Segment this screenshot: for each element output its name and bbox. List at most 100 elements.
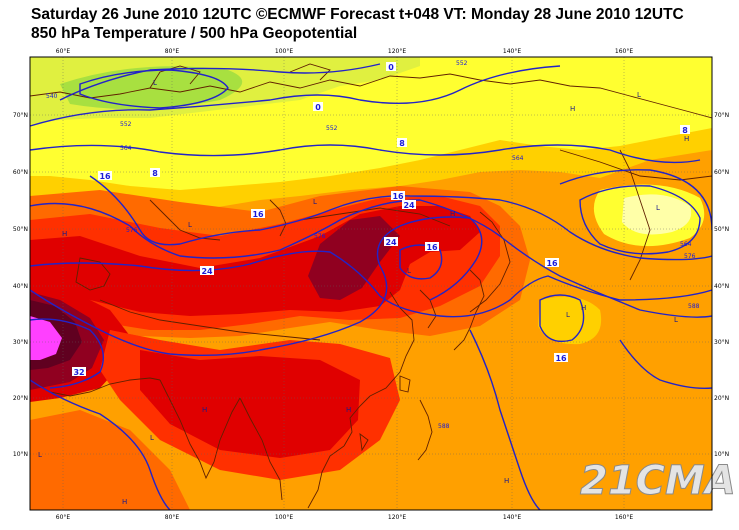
lat-tick-right: 70°N xyxy=(714,112,729,119)
high-center: H xyxy=(62,230,67,238)
temp-label: 0 xyxy=(388,63,394,72)
taiwan xyxy=(399,375,411,393)
temp-label: 24 xyxy=(385,238,397,247)
temp-label: 16 xyxy=(392,192,404,201)
temp-label: 32 xyxy=(73,368,84,377)
geo-label: 552 xyxy=(326,125,338,132)
lon-tick-top: 160°E xyxy=(615,48,633,55)
low-center: L xyxy=(150,434,154,442)
temp-band-red-south xyxy=(140,350,360,458)
temp-contour-16 xyxy=(30,199,712,318)
lon-tick-bottom: 120°E xyxy=(388,514,406,521)
lon-tick-bottom: 60°E xyxy=(56,514,71,521)
low-center: L xyxy=(566,311,570,319)
temp-label: 24 xyxy=(403,201,415,210)
longitude-ticks: 60°E 80°E 100°E 120°E 140°E 160°E 60°E 8… xyxy=(56,48,634,521)
geo-contour-arctic-low xyxy=(79,69,229,109)
geo-label: 576 xyxy=(684,253,696,260)
geo-contour-552-east-low xyxy=(579,185,701,255)
temp-contour-labels: 0 0 8 8 8 16 16 16 16 16 16 24 24 24 32 xyxy=(72,62,690,377)
lat-tick-left: 20°N xyxy=(13,395,28,402)
title-line-1: Saturday 26 June 2010 12UTC ©ECMWF Forec… xyxy=(31,6,684,23)
high-center: H xyxy=(450,210,455,218)
temp-contour-32 xyxy=(30,318,104,389)
coastlines xyxy=(30,63,712,509)
lat-tick-left: 60°N xyxy=(13,169,28,176)
temp-patch-gold-pacific xyxy=(538,296,602,345)
high-center: H xyxy=(570,105,575,113)
geo-contour-540 xyxy=(59,63,381,101)
high-center: H xyxy=(504,477,509,485)
geo-label: 588 xyxy=(688,303,700,310)
temp-warm-core-tibet xyxy=(308,216,400,300)
lat-tick-left: 40°N xyxy=(13,283,28,290)
temp-contour-24-pacific xyxy=(539,294,585,343)
lat-tick-left: 50°N xyxy=(13,226,28,233)
temp-band-orange-pacific xyxy=(420,336,712,510)
indochina-coast xyxy=(343,395,371,447)
temp-contour-16-pacific xyxy=(469,329,541,510)
lon-tick-bottom: 160°E xyxy=(615,514,633,521)
bay-of-bengal-east xyxy=(239,397,283,501)
low-center: L xyxy=(153,79,157,87)
title-line-2: 850 hPa Temperature / 500 hPa Geopotenti… xyxy=(31,25,358,42)
temp-contour-16-korea xyxy=(399,244,443,280)
temp-hot-core-magenta xyxy=(30,316,62,360)
geo-label: 576 xyxy=(126,227,138,234)
hainan xyxy=(359,433,369,452)
kamchatka xyxy=(619,149,651,281)
lat-tick-left: 10°N xyxy=(13,451,28,458)
high-center: H xyxy=(581,304,586,312)
geo-contour-564 xyxy=(30,144,701,164)
graticule xyxy=(30,57,712,510)
geo-label: 552 xyxy=(456,60,468,67)
map-frame xyxy=(29,56,713,511)
temp-label: 16 xyxy=(252,210,264,219)
lon-tick-top: 80°E xyxy=(165,48,180,55)
chart-header: Saturday 26 June 2010 12UTC ©ECMWF Forec… xyxy=(31,5,731,43)
geo-contour-576 xyxy=(89,175,712,261)
sakhalin-primorye xyxy=(469,211,511,313)
temp-contour-24-south xyxy=(30,379,171,510)
temp-label: 24 xyxy=(201,267,213,276)
philippines xyxy=(417,399,433,461)
lon-tick-bottom: 100°E xyxy=(275,514,293,521)
geo-contour-552 xyxy=(30,65,561,127)
korea-peninsula xyxy=(419,289,437,329)
malay-peninsula xyxy=(307,445,345,509)
india-coast xyxy=(159,379,241,480)
geo-contour-588 xyxy=(30,250,712,318)
low-center: L xyxy=(313,198,317,206)
temp-label: 16 xyxy=(555,354,567,363)
china-east-coast xyxy=(369,291,415,397)
arabia-iran-coast xyxy=(30,377,161,397)
baikal-lake xyxy=(269,199,287,237)
lat-tick-right: 40°N xyxy=(714,283,729,290)
geo-label: 540 xyxy=(46,93,58,100)
geo-label: 576 xyxy=(314,233,326,240)
low-center: L xyxy=(407,267,411,275)
low-center: L xyxy=(674,316,678,324)
geo-contour-labels: 540 552 564 576 552 564 576 588 552 564 … xyxy=(46,60,700,430)
geopotential-contours xyxy=(30,63,712,510)
chukotka-coast xyxy=(559,149,712,181)
lat-tick-left: 30°N xyxy=(13,339,28,346)
geo-label: 588 xyxy=(438,423,450,430)
temp-label: 8 xyxy=(152,169,158,178)
lon-tick-bottom: 140°E xyxy=(503,514,521,521)
high-center: H xyxy=(346,406,351,414)
lon-tick-top: 140°E xyxy=(503,48,521,55)
lat-tick-right: 20°N xyxy=(714,395,729,402)
temp-label: 16 xyxy=(546,259,558,268)
lon-tick-top: 120°E xyxy=(388,48,406,55)
low-center: L xyxy=(188,221,192,229)
temp-cold-pool-east-core xyxy=(622,194,692,235)
lon-tick-bottom: 80°E xyxy=(165,514,180,521)
temp-label: 16 xyxy=(99,172,111,181)
lon-tick-top: 100°E xyxy=(275,48,293,55)
lon-tick-top: 60°E xyxy=(56,48,71,55)
lat-tick-right: 50°N xyxy=(714,226,729,233)
lat-tick-right: 30°N xyxy=(714,339,729,346)
watermark-logo: 21CMA xyxy=(580,458,736,504)
